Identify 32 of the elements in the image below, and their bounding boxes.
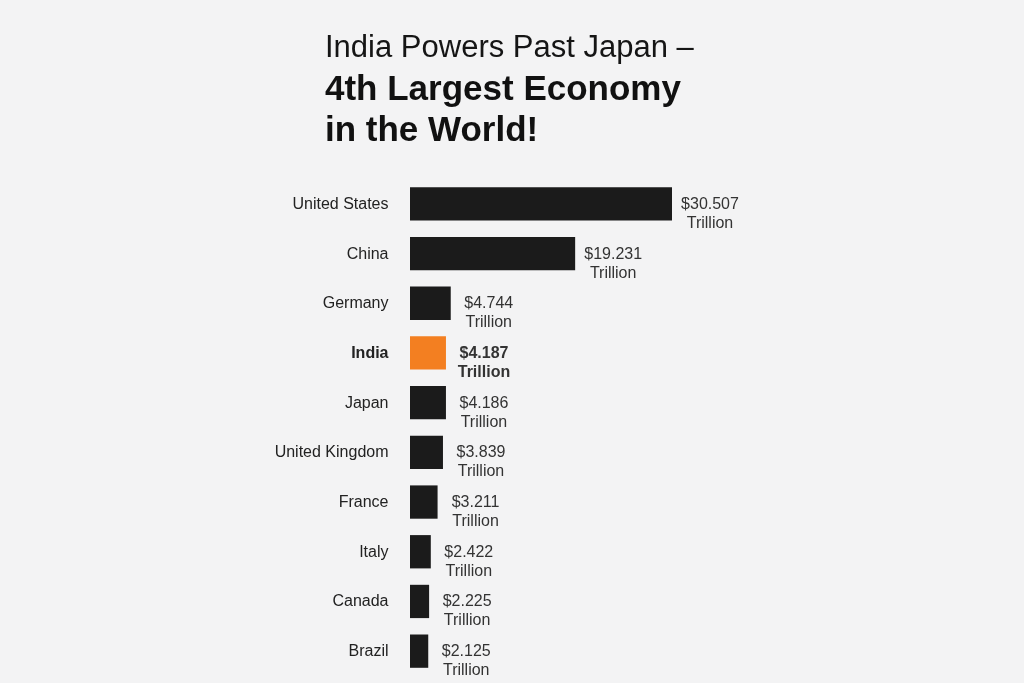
- bar: [410, 187, 672, 221]
- bar: [410, 435, 443, 469]
- y-tick-label: France: [338, 493, 389, 511]
- data-label: $4.187 Trillion: [457, 343, 511, 380]
- bar: [410, 336, 446, 370]
- data-label: $2.225 Trillion: [442, 592, 492, 629]
- y-tick-label: Italy: [359, 542, 389, 560]
- y-tick-label: China: [346, 244, 389, 262]
- y-tick-label: Japan: [344, 393, 389, 411]
- bar: [410, 386, 446, 420]
- bar: [410, 485, 438, 519]
- chart-subtitle: 4th Largest Economy in the World!: [325, 68, 682, 148]
- data-label: $2.422 Trillion: [444, 542, 494, 579]
- bar: [410, 236, 576, 271]
- data-label: $2.125 Trillion: [441, 642, 491, 679]
- y-tick-label: Germany: [322, 294, 389, 312]
- bar: [410, 286, 451, 320]
- bar: [410, 584, 430, 619]
- data-label: $3.839 Trillion: [456, 443, 506, 480]
- y-tick-label: United Kingdom: [274, 443, 389, 461]
- bar: [410, 535, 431, 569]
- y-tick-label: Canada: [332, 592, 389, 610]
- bar: [410, 634, 429, 668]
- data-label: $4.186 Trillion: [459, 393, 509, 430]
- data-label: $3.211 Trillion: [451, 493, 500, 530]
- y-tick-label: Brazil: [348, 642, 389, 660]
- y-tick-label: India: [351, 343, 389, 361]
- data-label: $30.507 Trillion: [681, 194, 740, 231]
- data-label: $4.744 Trillion: [464, 294, 514, 331]
- chart-title: India Powers Past Japan –: [325, 29, 695, 64]
- y-tick-label: United States: [292, 194, 389, 212]
- data-label: $19.231 Trillion: [584, 244, 643, 281]
